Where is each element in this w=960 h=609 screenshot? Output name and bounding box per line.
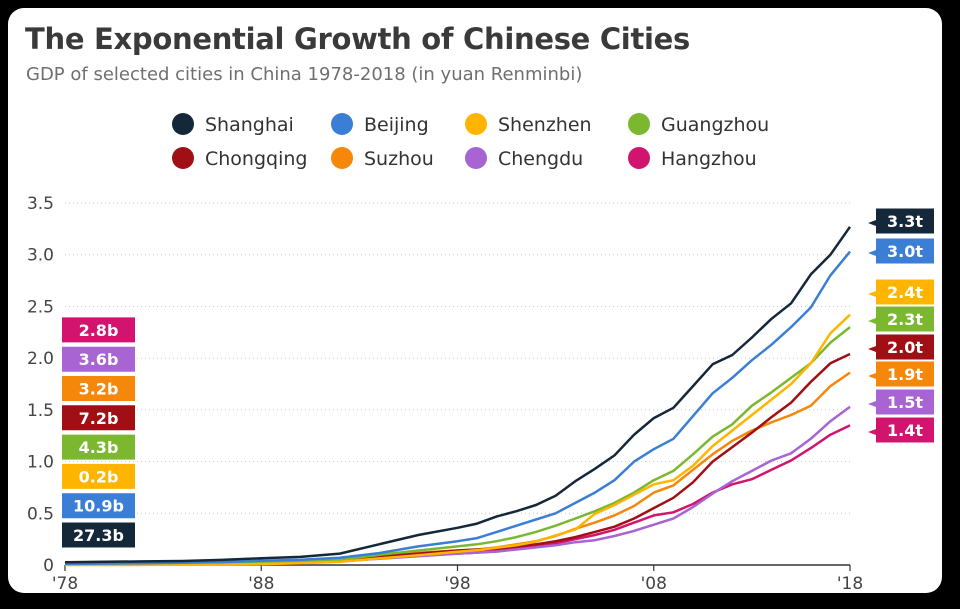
start-label: 7.2b [79,409,119,428]
end-label-badge [868,334,934,360]
series-line-chongqing [64,352,851,566]
legend-marker [465,113,487,135]
legend-marker [628,113,650,135]
legend-marker [465,147,487,169]
start-label-badge [62,493,135,519]
end-label-badge [868,361,934,387]
legend-marker [331,147,353,169]
start-label: 27.3b [73,526,124,545]
legend-label: Chongqing [205,148,307,170]
start-label-badge [62,376,135,401]
legend-label: Chengdu [498,148,583,170]
y-tick-label: 0 [43,556,54,576]
x-tick-label: '98 [444,574,470,593]
end-label: 1.9t [887,365,923,384]
end-label: 2.3t [887,310,923,329]
start-label: 2.8b [79,321,119,340]
end-label: 1.4t [887,421,923,440]
end-label-badge [868,238,934,264]
y-tick-label: 0.5 [27,504,54,524]
legend-marker [172,113,194,135]
end-label-badge [868,417,934,443]
legend-label: Suzhou [364,148,434,170]
start-label-badge [62,463,135,489]
legend-label: Shanghai [205,114,294,136]
start-label: 3.6b [79,350,119,369]
end-label: 3.3t [887,212,923,231]
chart-title: The Exponential Growth of Chinese Cities [25,22,690,56]
y-tick-label: 3.0 [27,246,54,266]
legend-label: Guangzhou [661,114,769,136]
end-label-badge [868,389,934,415]
y-tick-label: 2.0 [27,349,54,369]
start-label-badge [62,317,135,343]
legend-label: Beijing [364,114,429,136]
series-line-suzhou [64,371,851,566]
end-label-badge [868,208,934,234]
end-label: 2.4t [887,283,923,302]
series-line-shanghai [64,226,852,564]
end-label-badge [868,306,934,332]
y-tick-label: 1.5 [27,401,54,421]
line-chart: Shanghai Beijing Shenzhen Guangzhou Chongqin… [27,113,934,593]
start-label-badge [62,405,135,431]
legend-marker [172,147,194,169]
start-label: 0.2b [79,467,119,486]
chart-card: The Exponential Growth of Chinese Cities… [8,8,942,593]
end-label: 1.5t [887,393,923,412]
series-line-beijing [64,250,851,566]
legend-label: Shenzhen [498,114,592,136]
start-label: 10.9b [73,497,124,516]
start-label: 3.2b [79,380,119,399]
end-label: 2.0t [887,338,923,357]
start-label-badge [62,346,135,372]
chart-subtitle: GDP of selected cities in China 1978-201… [26,64,583,85]
y-tick-label: 1.0 [27,453,54,473]
x-tick-label: '18 [837,574,863,593]
start-label: 4.3b [79,438,119,457]
y-tick-label: 3.5 [27,194,54,214]
legend-label: Hangzhou [661,148,757,170]
series-line-guangzhou [64,326,851,566]
legend-marker [628,147,650,169]
x-tick-label: '08 [641,574,667,593]
x-tick-label: '88 [248,574,274,593]
start-label-badge [62,434,135,460]
end-label: 3.0t [887,242,923,261]
series-line-shenzhen [65,313,851,567]
x-tick-label: '78 [52,574,78,593]
end-label-badge [868,279,934,305]
y-tick-label: 2.5 [27,297,54,317]
start-label-badge [62,522,135,555]
legend-marker [331,113,353,135]
